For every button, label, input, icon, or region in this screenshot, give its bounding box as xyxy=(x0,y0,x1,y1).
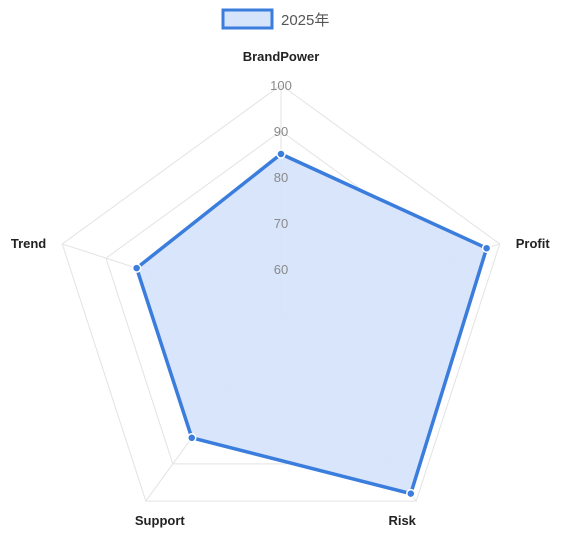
tick-label-60: 60 xyxy=(274,262,288,277)
legend[interactable]: 2025年 xyxy=(221,8,329,30)
axis-label-profit: Profit xyxy=(516,236,551,251)
data-point-risk[interactable] xyxy=(406,488,416,499)
tick-label-90: 90 xyxy=(274,124,288,139)
tick-label-80: 80 xyxy=(274,170,288,185)
legend-swatch[interactable] xyxy=(221,8,274,30)
tick-label-100: 100 xyxy=(270,78,292,93)
series-area xyxy=(134,152,489,496)
axis-label-support: Support xyxy=(135,513,185,528)
data-point-profit[interactable] xyxy=(481,243,492,253)
series-layer xyxy=(131,149,492,499)
grid-ring-100 xyxy=(61,84,501,502)
data-point-support[interactable] xyxy=(187,433,197,443)
axis-label-risk: Risk xyxy=(388,513,416,528)
tick-label-70: 70 xyxy=(274,216,288,231)
axis-label-brandpower: BrandPower xyxy=(243,49,320,64)
axis-labels: BrandPower Profit Risk Support Trend xyxy=(11,49,550,528)
tick-labels: 60 70 80 90 100 xyxy=(270,78,292,277)
data-point-trend[interactable] xyxy=(131,263,142,273)
data-point-brandpower[interactable] xyxy=(276,149,286,159)
legend-label[interactable]: 2025年 xyxy=(281,12,329,29)
axis-label-trend: Trend xyxy=(11,236,46,251)
